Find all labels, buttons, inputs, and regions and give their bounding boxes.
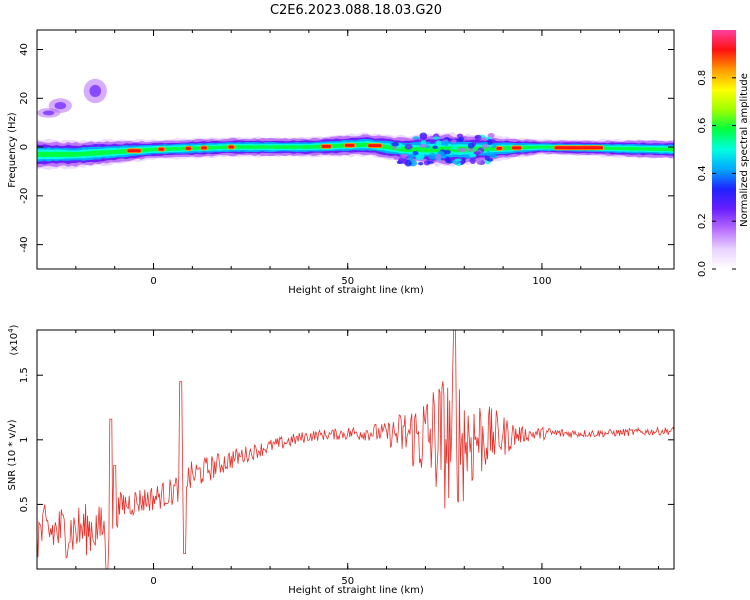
spectrogram-speckle (435, 153, 441, 161)
spectrogram-xlabel: Height of straight line (km) (288, 285, 424, 296)
x-tick-label: 100 (532, 576, 551, 587)
spectrogram-speckle (392, 155, 399, 160)
spectrogram-speckle (432, 136, 440, 140)
colorbar-tick-label: 0.2 (697, 213, 708, 229)
x-tick-label: 100 (532, 276, 551, 287)
snr-xlabel: Height of straight line (km) (288, 585, 424, 596)
snr-frame (36, 329, 675, 570)
snr-series-line (37, 330, 674, 569)
spectrogram-speckle (418, 161, 424, 166)
spectrogram-blob-core (54, 101, 67, 110)
spectrogram-speckle (419, 134, 427, 141)
spectrogram-speckle (473, 151, 481, 155)
spectrogram-speckle (476, 157, 482, 165)
colorbar-tick-label: 0.0 (697, 261, 708, 277)
colorbar: 0.0 0.2 0.4 0.6 0.8 Normalized spectral ampl… (697, 30, 750, 277)
spectrogram-frame (36, 29, 675, 270)
y-tick-label: 0.5 (19, 496, 30, 512)
snr-exponent-label: (x104) (7, 324, 20, 355)
spectrogram-speckle (451, 139, 457, 144)
spectrogram-speckle (435, 140, 442, 147)
spectrogram-speckle (487, 132, 495, 139)
spectrogram-blob-core (42, 110, 55, 116)
x-tick-label: 0 (150, 276, 156, 287)
snr-panel: 0 50 100 0.5 1 1.5 Height of straight line (k… (7, 324, 675, 596)
y-tick-label: 20 (19, 92, 30, 105)
spectrogram-speckle (392, 145, 397, 150)
spectrogram-speckle (391, 142, 400, 147)
spectrogram-speckle (489, 153, 498, 159)
spectrogram-speckle (469, 157, 476, 165)
spectrogram-speckle (482, 143, 489, 149)
spectrogram-hot-core (201, 146, 207, 150)
spectrogram-hot-core (158, 147, 165, 151)
x-tick-label: 50 (341, 576, 354, 587)
spectrogram-speckle (398, 157, 405, 164)
spectrogram-image (37, 78, 674, 171)
colorbar-tick-label: 0.8 (697, 70, 708, 86)
colorbar-ticks: 0.0 0.2 0.4 0.6 0.8 (697, 70, 736, 277)
spectrogram-speckle (429, 138, 436, 144)
colorbar-label: Normalized spectral amplitude (739, 73, 750, 227)
spectrogram-speckle (441, 141, 446, 146)
y-tick-label: -40 (19, 236, 30, 252)
spectrogram-hot-core (127, 149, 141, 153)
y-tick-label: 0 (19, 144, 30, 150)
y-tick-label: 1 (19, 437, 30, 443)
spectrogram-speckle (444, 156, 451, 164)
y-tick-label: 1.5 (19, 367, 30, 383)
spectrogram-speckle (458, 136, 465, 142)
x-tick-label: 50 (341, 276, 354, 287)
spectrogram-speckle (486, 150, 491, 157)
spectrogram-panel: 0 50 100 -40 -20 0 20 40 Height of straight lin… (7, 29, 675, 296)
snr-plot-area (37, 330, 674, 569)
spectrogram-hot-core (511, 146, 522, 150)
spectrogram-speckle (474, 134, 482, 141)
spectrogram-speckle (487, 138, 493, 145)
spectrogram-hot-core (344, 143, 355, 147)
spectrogram-speckle (458, 147, 467, 153)
spectrogram-speckle (417, 153, 425, 160)
colorbar-tick-label: 0.6 (697, 118, 708, 134)
spectrogram-speckle (420, 139, 427, 145)
spectrogram-speckle (487, 158, 494, 162)
spectrogram-hot-core (321, 144, 332, 148)
snr-ylabel: SNR (10 * v/v) (7, 419, 18, 490)
spectrogram-hot-core (185, 146, 192, 150)
spectrogram-speckle (412, 136, 420, 140)
spectrogram-speckle (404, 159, 412, 167)
spectrogram-speckle (467, 142, 475, 149)
spectrogram-ylabel: Frequency (Hz) (7, 112, 18, 188)
spectrogram-hot-core (554, 146, 604, 150)
spectrogram-speckle (454, 158, 462, 162)
x-tick-label: 0 (150, 576, 156, 587)
spectrogram-speckle (419, 143, 427, 148)
spectrogram-speckle (444, 149, 451, 155)
colorbar-gradient (712, 30, 736, 269)
spectrogram-band-level-3 (37, 139, 674, 162)
colorbar-tick-label: 0.4 (697, 165, 708, 181)
spectrogram-speckle (451, 146, 457, 150)
spectrogram-speckle (412, 150, 419, 155)
y-tick-label: 40 (19, 43, 30, 56)
spectrogram-hot-core (368, 144, 382, 148)
y-tick-label: -20 (19, 188, 30, 204)
spectrogram-speckle (426, 160, 435, 165)
spectrogram-ticks: 0 50 100 -40 -20 0 20 40 (19, 30, 674, 287)
spectrogram-speckle (404, 143, 413, 150)
spectrogram-hot-core (228, 145, 235, 149)
figure-title: C2E6.2023.088.18.03.G20 (270, 3, 442, 18)
spectrogram-blob-core (89, 84, 102, 98)
spectrogram-speckle (400, 153, 409, 158)
spectrogram-speckle (432, 145, 438, 149)
spectrogram-hot-core (496, 146, 503, 150)
